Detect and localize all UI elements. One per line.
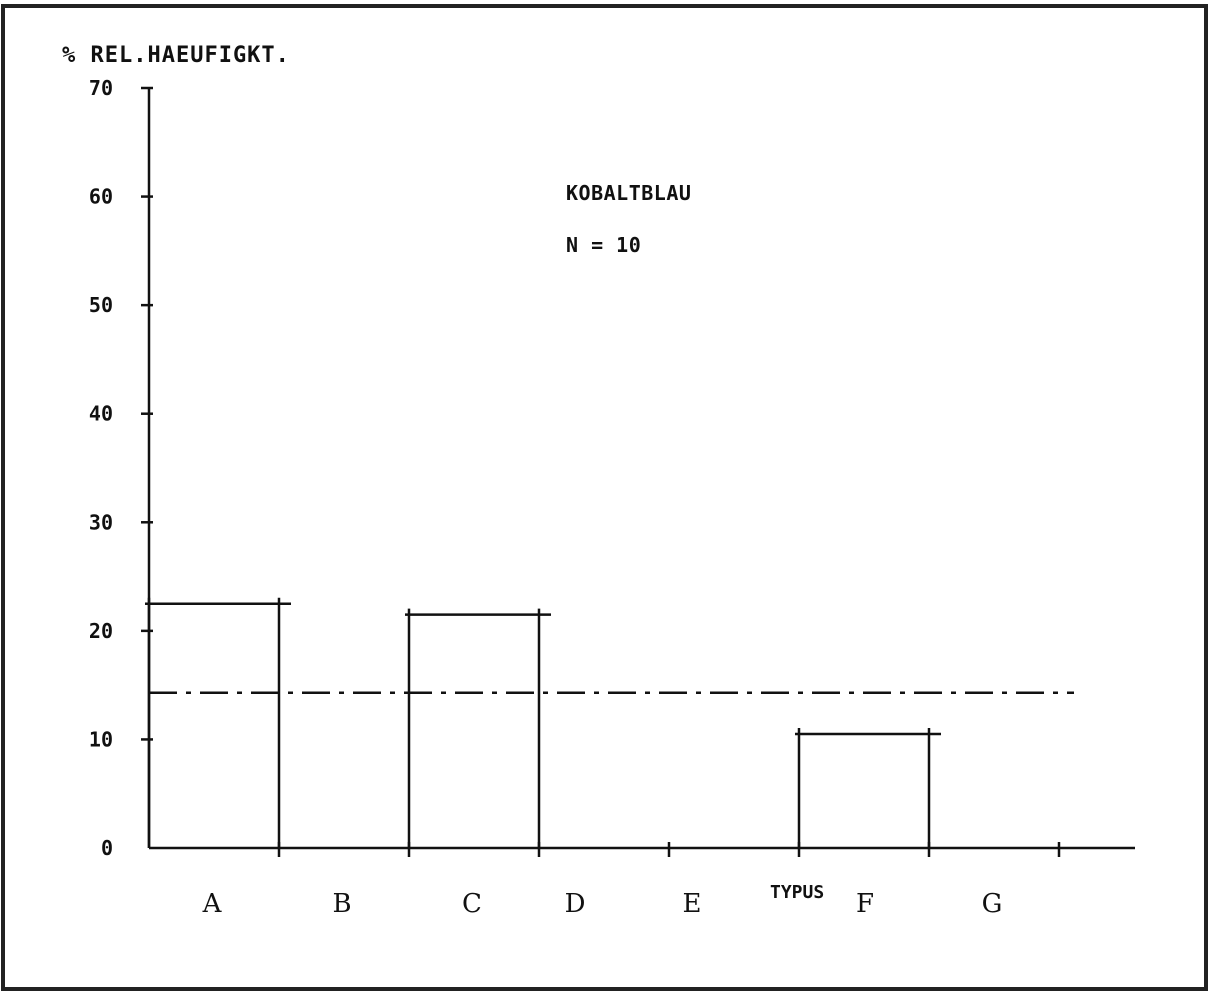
category-label-D: D xyxy=(565,889,586,919)
y-tick-label-60: 60 xyxy=(89,185,113,209)
y-axis-title: % REL.HAEUFIGKT. xyxy=(62,43,290,68)
category-label-E: E xyxy=(683,889,702,919)
y-tick-label-10: 10 xyxy=(89,727,113,751)
y-tick-label-0: 0 xyxy=(101,836,113,860)
bar-F xyxy=(795,728,941,848)
bar-outline-F xyxy=(795,728,941,848)
bar-A xyxy=(145,597,291,848)
category-labels: A B C D E F G xyxy=(202,889,1003,919)
outer-border xyxy=(1,4,1208,991)
category-label-G: G xyxy=(982,889,1003,919)
bars xyxy=(145,597,941,848)
category-label-B: B xyxy=(332,889,351,919)
y-ticks: 0 10 20 30 40 50 60 70 xyxy=(89,76,153,860)
y-tick-label-40: 40 xyxy=(89,402,113,426)
bar-outline-C xyxy=(405,608,551,848)
category-label-A: A xyxy=(202,889,223,919)
annotation-n: N = 10 xyxy=(566,233,641,257)
y-tick-label-50: 50 xyxy=(89,293,113,317)
y-tick-label-70: 70 xyxy=(89,76,113,100)
y-tick-label-20: 20 xyxy=(89,619,113,643)
annotation-kobaltblau: KOBALTBLAU xyxy=(566,181,691,205)
x-axis-title: TYPUS xyxy=(770,882,824,903)
bar-C xyxy=(405,608,551,848)
y-tick-label-30: 30 xyxy=(89,510,113,534)
category-label-F: F xyxy=(856,889,874,919)
bar-outline-A xyxy=(145,597,291,848)
x-ticks xyxy=(277,842,1061,857)
category-label-C: C xyxy=(462,889,482,919)
